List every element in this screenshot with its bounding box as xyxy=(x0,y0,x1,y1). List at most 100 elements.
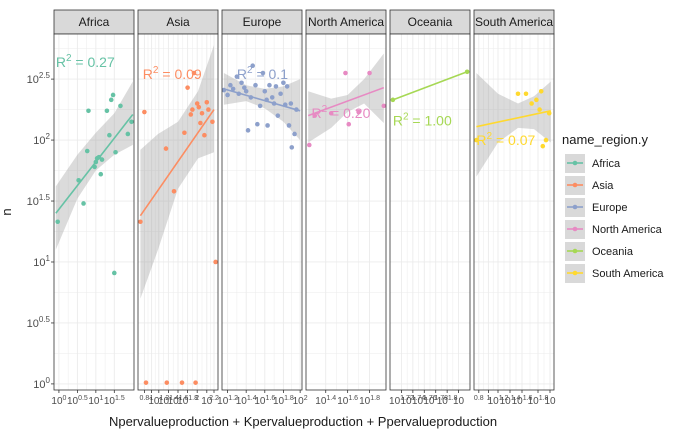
x-tick-base: 10 xyxy=(315,396,327,407)
data-point xyxy=(257,103,263,109)
x-tick-exponent: 1.5 xyxy=(115,395,125,402)
data-point xyxy=(107,132,112,138)
r-squared-label: R2 = 0.27 xyxy=(56,53,115,70)
data-point xyxy=(367,70,372,76)
data-point xyxy=(179,380,185,385)
data-point xyxy=(538,89,544,94)
x-tick-exponent: 0.8 xyxy=(474,395,484,402)
data-point xyxy=(92,164,97,170)
r-squared-label: R2 = 0.09 xyxy=(143,65,202,82)
x-tick-label: 101.8 xyxy=(273,395,294,407)
legend: name_region.y Africa Asia Europe North Amer… xyxy=(562,132,664,283)
legend-key-point xyxy=(572,226,578,232)
data-point xyxy=(253,82,258,88)
x-tick-label: 101.2 xyxy=(217,395,238,407)
x-tick-exponent: 1.8 xyxy=(539,395,549,402)
facet-strip xyxy=(53,9,135,35)
facet-strip xyxy=(305,9,387,35)
r-squared-symbol: R xyxy=(311,105,321,121)
x-tick-exponent: 1.2 xyxy=(228,395,238,402)
y-tick-label: 101 xyxy=(33,254,50,269)
legend-key-point xyxy=(572,182,578,188)
x-tick-exponent: 1.78 xyxy=(434,395,448,402)
data-point xyxy=(112,270,117,276)
data-point xyxy=(534,97,539,103)
x-tick-exponent: 1.4 xyxy=(169,395,179,402)
y-tick-exponent: 2 xyxy=(46,132,51,141)
data-point xyxy=(278,91,283,97)
data-point xyxy=(213,259,218,265)
x-tick-base: 10 xyxy=(51,396,63,407)
x-tick-exponent: 1.8 xyxy=(284,395,294,402)
x-tick-exponent: 2 xyxy=(195,395,199,402)
y-tick-exponent: 2.5 xyxy=(39,71,51,80)
x-tick-label: 101.2 xyxy=(148,395,169,407)
facet-plot-area: R2 = 0.20 xyxy=(306,34,386,390)
legend-item-asia: Asia xyxy=(565,176,614,195)
r-squared-value: = 0.09 xyxy=(158,66,201,82)
x-tick-exponent: 1 xyxy=(99,395,103,402)
facet-strip-label: North America xyxy=(308,15,384,29)
x-tick-exponent: 1.2 xyxy=(159,395,169,402)
y-tick-exponent: 0.5 xyxy=(39,315,51,324)
x-tick-base: 10 xyxy=(412,396,424,407)
data-point xyxy=(239,80,244,86)
data-point xyxy=(260,70,266,76)
x-tick-exponent: 1.8 xyxy=(370,395,380,402)
data-point xyxy=(242,85,247,90)
data-point xyxy=(108,97,114,103)
data-point xyxy=(138,219,143,225)
x-tick-base: 10 xyxy=(273,396,285,407)
data-point xyxy=(81,201,86,206)
x-tick-exponent: 1.72 xyxy=(400,395,414,402)
data-point xyxy=(269,95,275,100)
x-tick-exponent: 1.8 xyxy=(188,395,198,402)
x-tick-label: 10 xyxy=(544,396,556,407)
x-tick-label: 101.8 xyxy=(359,395,380,407)
data-point xyxy=(275,113,281,118)
x-tick-label: 101.2 xyxy=(488,395,509,407)
x-tick-label: 2 xyxy=(195,395,199,402)
x-tick-base: 10 xyxy=(158,396,170,407)
x-tick-label: 101.4 xyxy=(158,395,179,407)
x-tick-label: 101.74 xyxy=(400,395,425,407)
data-point xyxy=(537,107,542,112)
x-tick-label: 10 xyxy=(201,396,213,407)
r-squared-value: = 0.20 xyxy=(327,105,370,121)
r-squared-value: = 0.1 xyxy=(253,66,289,82)
x-tick-label: 100 xyxy=(51,395,66,407)
x-tick-label: 101.6 xyxy=(337,395,358,407)
x-tick-base: 10 xyxy=(512,396,524,407)
data-point xyxy=(84,148,90,154)
facet-strip xyxy=(137,9,219,35)
x-tick-base: 10 xyxy=(201,396,213,407)
data-point xyxy=(99,157,105,162)
r-squared-value: = 0.07 xyxy=(492,132,535,148)
data-point xyxy=(193,380,198,385)
r-squared-label: R2 = 0.1 xyxy=(237,65,288,82)
data-point xyxy=(343,70,348,76)
x-tick-base: 10 xyxy=(544,396,556,407)
x-tick-base: 10 xyxy=(359,396,371,407)
facet-plot-area: R2 = 0.1 xyxy=(222,34,302,390)
data-point xyxy=(86,108,91,114)
data-point xyxy=(312,113,318,118)
x-tick-label: 101.8 xyxy=(177,395,198,407)
confidence-band xyxy=(140,45,214,299)
data-point xyxy=(346,121,352,127)
data-point xyxy=(204,99,210,105)
legend-title: name_region.y xyxy=(562,132,648,147)
x-tick-base: 10 xyxy=(293,396,305,407)
x-tick-base: 10 xyxy=(177,396,189,407)
x-tick-label: 101.78 xyxy=(423,395,448,407)
x-tick-exponent: 1.6 xyxy=(348,395,358,402)
data-point xyxy=(143,380,149,385)
x-tick-label: 101.4 xyxy=(236,395,257,407)
legend-label: South America xyxy=(592,268,664,280)
y-tick-base: 10 xyxy=(27,196,39,208)
x-tick-label: 101.5 xyxy=(104,395,125,407)
